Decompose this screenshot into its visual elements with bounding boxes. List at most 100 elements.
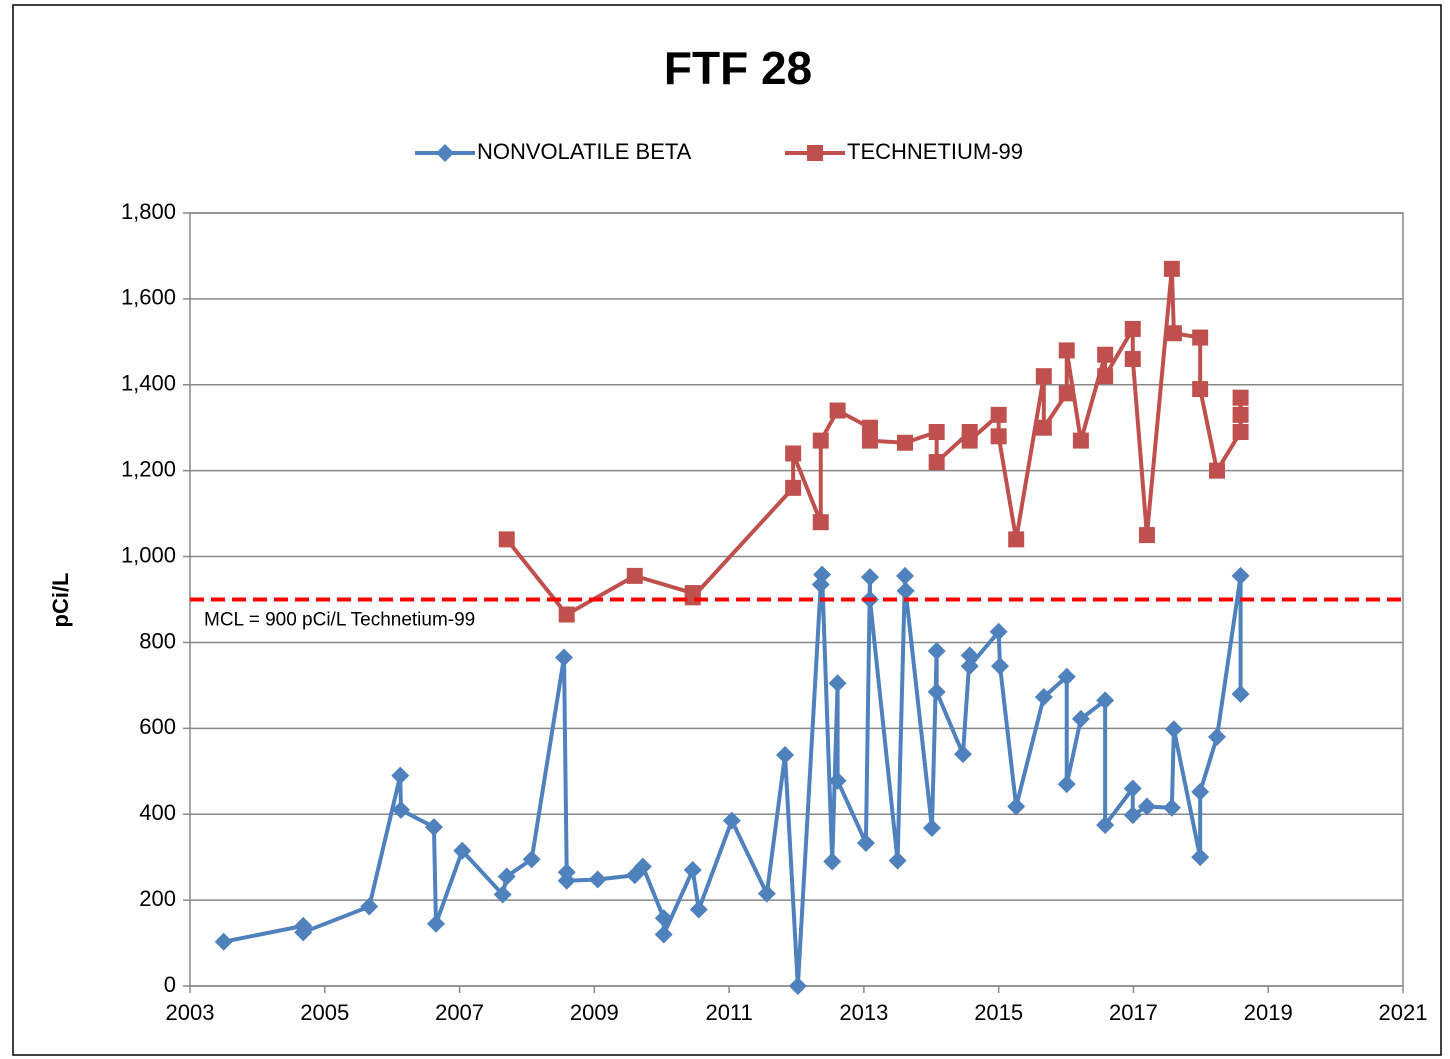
marker bbox=[896, 434, 913, 451]
chart-title: FTF 28 bbox=[664, 42, 812, 94]
marker bbox=[683, 861, 702, 880]
marker bbox=[856, 833, 875, 852]
marker bbox=[633, 857, 652, 876]
marker bbox=[555, 648, 574, 667]
marker bbox=[1057, 667, 1076, 686]
marker bbox=[1232, 389, 1249, 406]
marker bbox=[453, 841, 472, 860]
x-tick-label: 2019 bbox=[1244, 1000, 1293, 1025]
marker bbox=[493, 885, 512, 904]
x-tick-label: 2009 bbox=[570, 1000, 619, 1025]
legend-label: TECHNETIUM-99 bbox=[847, 139, 1023, 164]
x-tick-label: 2021 bbox=[1379, 1000, 1428, 1025]
marker bbox=[927, 642, 946, 661]
y-tick-label: 800 bbox=[139, 628, 176, 653]
marker bbox=[689, 900, 708, 919]
y-tick-label: 200 bbox=[139, 886, 176, 911]
marker bbox=[928, 454, 945, 471]
marker bbox=[558, 606, 575, 623]
x-tick-label: 2007 bbox=[435, 1000, 484, 1025]
marker bbox=[927, 682, 946, 701]
series-line bbox=[505, 266, 1243, 617]
marker bbox=[557, 871, 576, 890]
marker bbox=[1137, 797, 1156, 816]
chart-border bbox=[12, 4, 1442, 1056]
marker bbox=[1164, 720, 1183, 739]
y-axis-label: pCi/L bbox=[48, 573, 73, 628]
marker bbox=[1072, 432, 1089, 449]
marker bbox=[588, 870, 607, 889]
marker bbox=[989, 622, 1008, 641]
legend-marker bbox=[807, 145, 823, 161]
marker bbox=[1124, 320, 1141, 337]
marker bbox=[1035, 368, 1052, 385]
marker bbox=[214, 932, 233, 951]
marker bbox=[1192, 329, 1209, 346]
y-tick-label: 1,800 bbox=[121, 199, 176, 224]
marker bbox=[1034, 687, 1053, 706]
y-tick-label: 1,600 bbox=[121, 285, 176, 310]
marker bbox=[776, 745, 795, 764]
y-tick-label: 400 bbox=[139, 800, 176, 825]
marker bbox=[960, 657, 979, 676]
marker bbox=[1209, 462, 1226, 479]
marker bbox=[722, 811, 741, 830]
marker bbox=[828, 771, 847, 790]
marker bbox=[1138, 527, 1155, 544]
marker bbox=[960, 646, 979, 665]
marker bbox=[922, 818, 941, 837]
marker bbox=[1192, 381, 1209, 398]
marker bbox=[1058, 342, 1075, 359]
marker bbox=[294, 923, 313, 942]
marker bbox=[1096, 691, 1115, 710]
marker bbox=[1231, 566, 1250, 585]
marker bbox=[1232, 424, 1249, 441]
x-tick-label: 2013 bbox=[839, 1000, 888, 1025]
marker bbox=[1071, 709, 1090, 728]
marker bbox=[1097, 368, 1114, 385]
marker bbox=[391, 766, 410, 785]
x-tick-label: 2015 bbox=[974, 1000, 1023, 1025]
x-tick-label: 2005 bbox=[300, 1000, 349, 1025]
marker bbox=[1096, 815, 1115, 834]
marker bbox=[391, 800, 410, 819]
marker bbox=[888, 851, 907, 870]
marker bbox=[1123, 779, 1142, 798]
marker bbox=[654, 909, 673, 928]
marker bbox=[1162, 798, 1181, 817]
marker bbox=[684, 589, 701, 606]
y-tick-label: 1,400 bbox=[121, 371, 176, 396]
marker bbox=[1163, 260, 1180, 277]
y-tick-label: 1,000 bbox=[121, 542, 176, 567]
marker bbox=[424, 818, 443, 837]
marker bbox=[990, 428, 1007, 445]
marker bbox=[860, 568, 879, 587]
marker bbox=[1165, 325, 1182, 342]
marker bbox=[785, 445, 802, 462]
marker bbox=[757, 884, 776, 903]
marker bbox=[961, 432, 978, 449]
marker bbox=[788, 977, 807, 995]
marker bbox=[861, 432, 878, 449]
legend-label: NONVOLATILE BETA bbox=[477, 139, 692, 164]
marker bbox=[1208, 727, 1227, 746]
marker bbox=[1124, 351, 1141, 368]
y-tick-label: 0 bbox=[164, 972, 176, 997]
marker bbox=[626, 567, 643, 584]
x-tick-label: 2011 bbox=[705, 1000, 752, 1025]
marker bbox=[1035, 419, 1052, 436]
marker bbox=[1231, 684, 1250, 703]
marker bbox=[812, 432, 829, 449]
marker bbox=[498, 531, 515, 548]
marker bbox=[1123, 806, 1142, 825]
marker bbox=[654, 925, 673, 944]
marker bbox=[991, 657, 1010, 676]
marker bbox=[497, 867, 516, 886]
marker bbox=[1008, 531, 1025, 548]
marker bbox=[953, 745, 972, 764]
marker bbox=[829, 402, 846, 419]
marker bbox=[812, 514, 829, 531]
reference-label: MCL = 900 pCi/L Technetium-99 bbox=[204, 610, 475, 631]
marker bbox=[1057, 775, 1076, 794]
